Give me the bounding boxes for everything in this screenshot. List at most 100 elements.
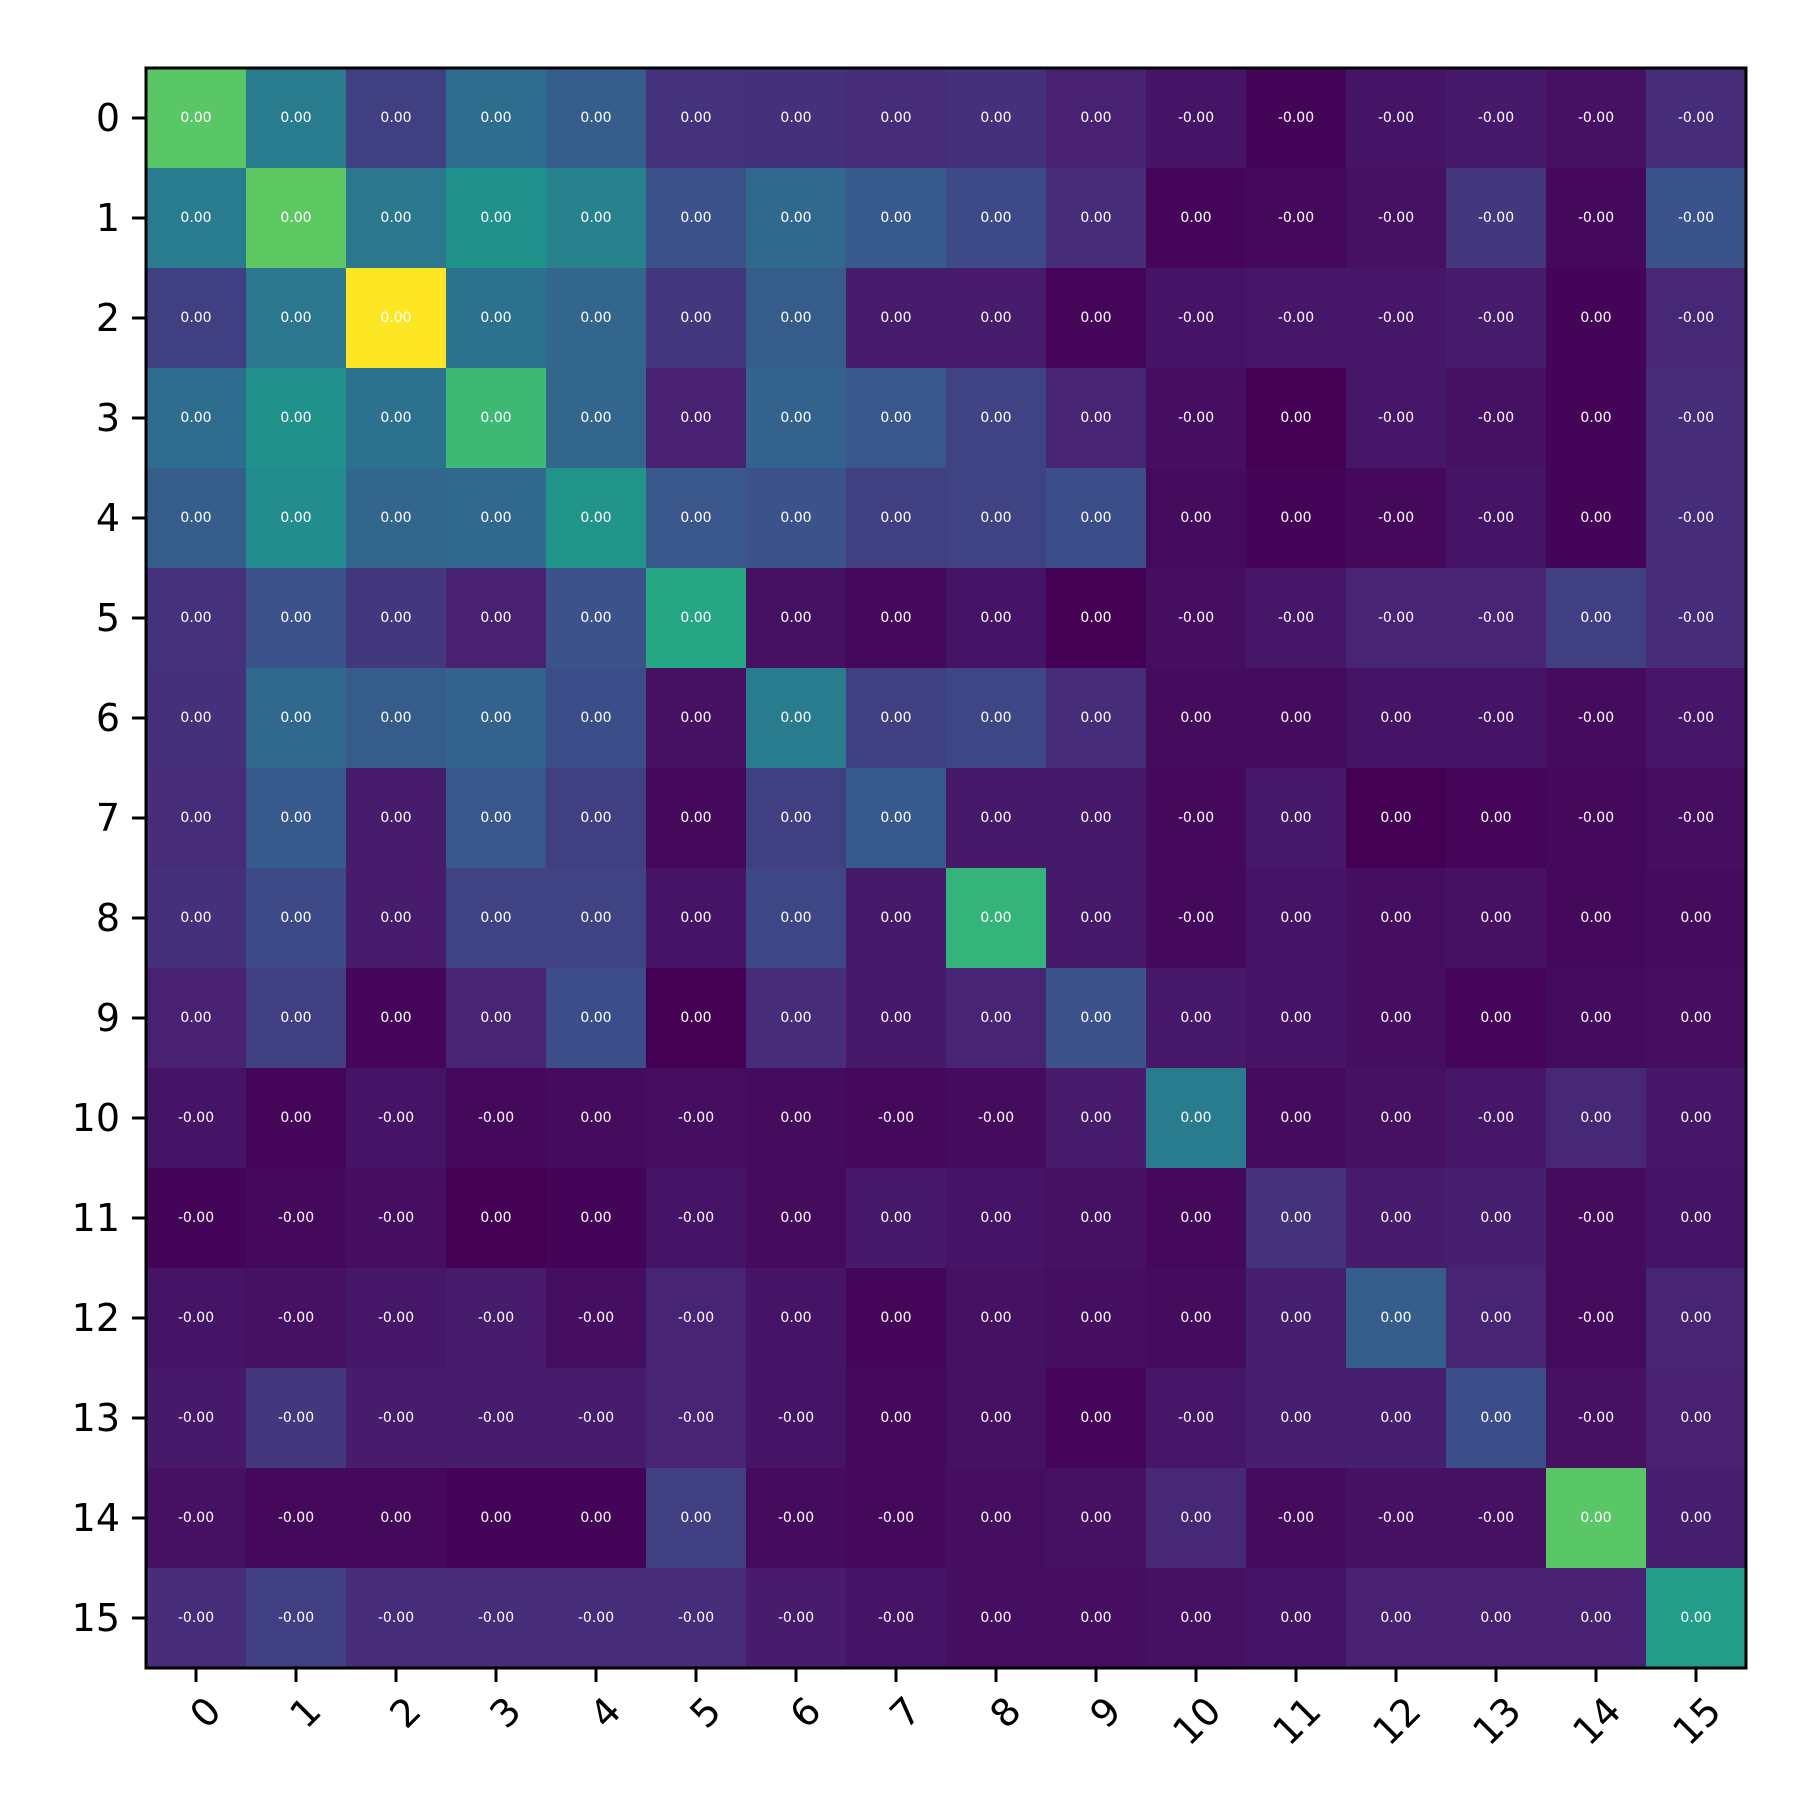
heatmap-cell-r6-c1 (246, 668, 347, 769)
heatmap-cell-r2-c3 (446, 268, 547, 369)
cell-value-label: 0.00 (1080, 310, 1111, 326)
heatmap-cell-r6-c9 (1046, 668, 1147, 769)
heatmap-cell-r0-c5 (646, 68, 747, 169)
heatmap-cell-r2-c9 (1046, 268, 1147, 369)
cell-value-label: -0.00 (1278, 110, 1314, 126)
cell-value-label: 0.00 (1280, 1210, 1311, 1226)
cell-value-label: 0.00 (280, 210, 311, 226)
heatmap-cell-r9-c6 (746, 968, 847, 1069)
cell-value-label: 0.00 (1080, 1210, 1111, 1226)
heatmap-cell-r8-c15 (1646, 868, 1747, 969)
cell-value-label: 0.00 (180, 710, 211, 726)
x-tick-label: 4 (581, 1688, 629, 1736)
cell-value-label: 0.00 (280, 510, 311, 526)
heatmap-cell-r10-c1 (246, 1068, 347, 1169)
heatmap-cell-r6-c11 (1246, 668, 1347, 769)
x-tick-label: 14 (1564, 1688, 1629, 1753)
heatmap-cell-r3-c7 (846, 368, 947, 469)
cell-value-label: 0.00 (1580, 1110, 1611, 1126)
cell-value-label: 0.00 (480, 610, 511, 626)
x-tick-label: 11 (1264, 1688, 1329, 1753)
cell-value-label: 0.00 (1080, 510, 1111, 526)
cell-value-label: 0.00 (380, 610, 411, 626)
cell-value-label: -0.00 (1378, 610, 1414, 626)
heatmap-cell-r9-c7 (846, 968, 947, 1069)
x-tick-label: 12 (1364, 1688, 1429, 1753)
cell-value-label: 0.00 (380, 710, 411, 726)
cell-value-label: 0.00 (980, 510, 1011, 526)
heatmap-cell-r15-c7 (846, 1568, 947, 1669)
heatmap-cell-r12-c2 (346, 1268, 447, 1369)
heatmap-cell-r0-c12 (1346, 68, 1447, 169)
cell-value-label: -0.00 (578, 1610, 614, 1626)
cell-value-label: 0.00 (180, 110, 211, 126)
cell-value-label: -0.00 (678, 1610, 714, 1626)
cell-value-label: 0.00 (780, 1010, 811, 1026)
heatmap-cell-r5-c11 (1246, 568, 1347, 669)
cell-value-label: -0.00 (178, 1310, 214, 1326)
cell-value-label: 0.00 (1480, 810, 1511, 826)
cell-value-label: 0.00 (880, 510, 911, 526)
heatmap-cell-r4-c1 (246, 468, 347, 569)
heatmap-cell-r2-c7 (846, 268, 947, 369)
heatmap-cell-r6-c3 (446, 668, 547, 769)
heatmap-cell-r14-c10 (1146, 1468, 1247, 1569)
heatmap-cell-r13-c11 (1246, 1368, 1347, 1469)
cell-value-label: 0.00 (280, 710, 311, 726)
heatmap-cell-r3-c12 (1346, 368, 1447, 469)
heatmap-cell-r15-c3 (446, 1568, 547, 1669)
heatmap-cell-r2-c6 (746, 268, 847, 369)
heatmap-cell-r13-c4 (546, 1368, 647, 1469)
heatmap-cell-r15-c4 (546, 1568, 647, 1669)
cell-value-label: 0.00 (580, 610, 611, 626)
heatmap-cell-r4-c11 (1246, 468, 1347, 569)
cell-value-label: 0.00 (1380, 1610, 1411, 1626)
heatmap-cell-r11-c12 (1346, 1168, 1447, 1269)
cell-value-label: -0.00 (978, 1110, 1014, 1126)
cell-value-label: 0.00 (480, 810, 511, 826)
cell-value-label: 0.00 (880, 1210, 911, 1226)
cell-value-label: -0.00 (778, 1410, 814, 1426)
heatmap-cell-r4-c8 (946, 468, 1047, 569)
cell-value-label: 0.00 (180, 410, 211, 426)
y-tick-label: 10 (72, 1096, 120, 1140)
cell-value-label: 0.00 (980, 410, 1011, 426)
cell-value-label: -0.00 (1378, 210, 1414, 226)
heatmap-cell-r8-c0 (146, 868, 247, 969)
x-tick-label: 9 (1081, 1688, 1129, 1736)
cell-value-label: 0.00 (1080, 1510, 1111, 1526)
heatmap-cell-r8-c2 (346, 868, 447, 969)
heatmap-cell-r7-c2 (346, 768, 447, 869)
cell-value-label: 0.00 (1580, 510, 1611, 526)
heatmap-cell-r1-c5 (646, 168, 747, 269)
cell-value-label: -0.00 (1178, 610, 1214, 626)
heatmap-cell-r5-c9 (1046, 568, 1147, 669)
heatmap-cell-r8-c7 (846, 868, 947, 969)
heatmap-cell-r0-c4 (546, 68, 647, 169)
heatmap-cell-r5-c6 (746, 568, 847, 669)
cell-value-label: -0.00 (1578, 110, 1614, 126)
heatmap-cell-r1-c13 (1446, 168, 1547, 269)
cell-value-label: 0.00 (480, 1510, 511, 1526)
cell-value-label: -0.00 (178, 1210, 214, 1226)
heatmap-cell-r14-c14 (1546, 1468, 1647, 1569)
heatmap-cell-r15-c6 (746, 1568, 847, 1669)
heatmap-cell-r3-c2 (346, 368, 447, 469)
heatmap-cell-r9-c13 (1446, 968, 1547, 1069)
cell-value-label: -0.00 (478, 1310, 514, 1326)
heatmap-cell-r3-c1 (246, 368, 347, 469)
heatmap-cell-r1-c4 (546, 168, 647, 269)
heatmap-cell-r12-c3 (446, 1268, 547, 1369)
cell-value-label: -0.00 (878, 1610, 914, 1626)
heatmap-cell-r15-c1 (246, 1568, 347, 1669)
heatmap-cell-r12-c14 (1546, 1268, 1647, 1369)
heatmap-cell-r12-c11 (1246, 1268, 1347, 1369)
y-tick-label: 11 (72, 1196, 120, 1240)
heatmap-cell-r12-c9 (1046, 1268, 1147, 1369)
heatmap-cell-r10-c12 (1346, 1068, 1447, 1169)
cell-value-label: -0.00 (1378, 410, 1414, 426)
heatmap-cell-r1-c12 (1346, 168, 1447, 269)
y-tick-label: 6 (96, 696, 120, 740)
heatmap-cell-r4-c9 (1046, 468, 1147, 569)
